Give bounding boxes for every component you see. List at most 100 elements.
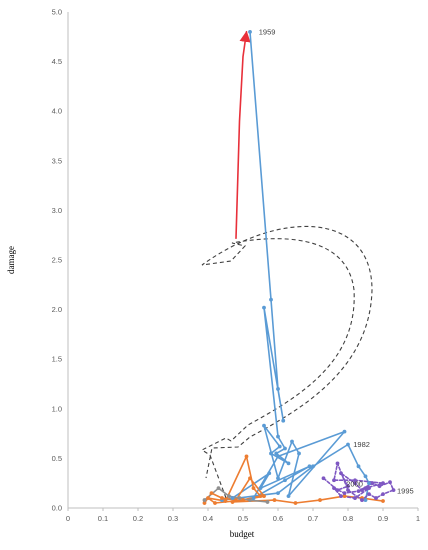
data-point (223, 499, 228, 503)
series-line-4 (203, 487, 269, 503)
x-tick-label: 0 (66, 514, 70, 523)
data-point (269, 297, 273, 302)
data-point (283, 478, 287, 483)
x-tick-label: 0.4 (203, 514, 213, 523)
data-point (277, 444, 282, 449)
data-point (258, 486, 263, 491)
year-annotation: 1995 (397, 487, 414, 496)
series-line-1 (235, 30, 251, 239)
data-point (346, 488, 350, 493)
x-tick-label: 0.5 (238, 514, 248, 523)
data-point (237, 496, 242, 500)
data-point (388, 480, 392, 485)
data-point (367, 481, 371, 486)
data-point (230, 500, 235, 504)
x-tick-label: 0.8 (343, 514, 353, 523)
x-tick-label: 0.7 (308, 514, 318, 523)
data-point (377, 484, 382, 489)
data-point (367, 492, 371, 497)
y-tick-label: 0.0 (52, 504, 62, 513)
data-point (248, 498, 252, 502)
data-point (262, 423, 266, 428)
series-line-2 (221, 31, 370, 501)
data-point (206, 496, 210, 500)
x-tick-label: 0.9 (378, 514, 388, 523)
data-point (248, 476, 252, 481)
data-point (293, 501, 298, 505)
year-annotation: 2000 (346, 480, 363, 489)
data-point (356, 464, 361, 469)
data-point (367, 486, 371, 491)
data-point (258, 494, 263, 498)
curved-arrow-annotation (200, 225, 373, 499)
data-point (311, 464, 315, 469)
data-point (220, 496, 224, 500)
data-point (353, 478, 357, 483)
y-tick-label: 1.5 (52, 355, 62, 364)
x-tick-label: 1 (416, 514, 420, 523)
data-point (276, 454, 280, 459)
x-tick-label: 0.1 (98, 514, 108, 523)
data-point (342, 494, 347, 498)
data-point (251, 486, 256, 491)
data-point (234, 498, 238, 502)
x-tick-label: 0.2 (133, 514, 143, 523)
data-point (339, 471, 343, 476)
y-tick-label: 4.0 (52, 107, 62, 116)
data-point (360, 498, 364, 502)
x-axis-title: budget (230, 529, 255, 539)
data-point (307, 464, 312, 469)
data-point (335, 461, 340, 466)
data-point (283, 446, 287, 451)
data-point (209, 491, 214, 496)
y-tick-label: 3.5 (52, 156, 62, 165)
data-point (321, 476, 326, 481)
data-point (370, 481, 375, 486)
data-point (318, 498, 322, 502)
data-point (274, 451, 279, 456)
data-point (272, 498, 277, 502)
data-point (346, 484, 350, 489)
data-point (281, 418, 286, 423)
data-point (363, 498, 368, 502)
x-tick-label: 0.6 (273, 514, 283, 523)
data-point (391, 488, 396, 493)
x-tick-label: 0.3 (168, 514, 178, 523)
year-annotation: 1982 (353, 440, 370, 449)
data-point (360, 488, 364, 493)
series-line-3 (203, 455, 384, 504)
data-point (335, 488, 340, 493)
year-annotation: 1959 (259, 27, 276, 36)
data-point (342, 429, 347, 434)
data-point (363, 474, 368, 479)
y-tick-label: 0.5 (52, 454, 62, 463)
data-point (381, 481, 385, 486)
y-tick-label: 1.0 (52, 404, 62, 413)
data-point (276, 476, 280, 481)
data-point (276, 387, 280, 391)
data-point (213, 501, 217, 505)
data-point (248, 29, 252, 34)
data-point (286, 494, 291, 498)
data-point (332, 486, 336, 491)
data-point (342, 491, 347, 496)
data-point (353, 481, 357, 486)
data-point (267, 471, 272, 476)
data-point (241, 498, 245, 502)
data-point (356, 489, 361, 494)
data-point (374, 496, 378, 500)
data-point (202, 498, 207, 502)
data-point (339, 494, 343, 498)
data-point (363, 486, 368, 491)
y-tick-label: 2.5 (52, 256, 62, 265)
data-point (346, 442, 350, 447)
data-point (227, 494, 231, 498)
data-point (244, 454, 249, 459)
y-tick-label: 2.0 (52, 305, 62, 314)
y-tick-label: 4.5 (52, 57, 62, 66)
data-point (251, 496, 256, 500)
data-point (381, 492, 385, 497)
data-point (276, 491, 280, 496)
data-point (276, 434, 280, 439)
